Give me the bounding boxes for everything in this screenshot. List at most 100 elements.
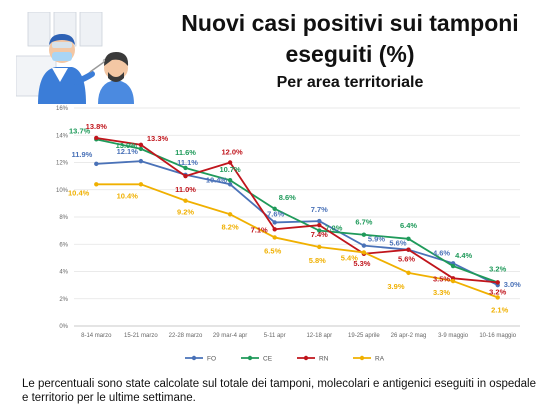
x-tick-label: 26 apr-2 mag [391,333,427,339]
line-chart: 0% 2% 4% 6% 8% 10% 12% 14% 16% 8-14 marzo 15-21 m… [56,106,521,362]
data-point-fo [227,182,233,187]
data-point-rn [495,280,500,285]
legend-marker [303,355,309,361]
data-label-rn: 5.6% [398,255,415,264]
data-point-ra [272,235,277,240]
data-point-fo [94,161,99,167]
data-point-ce [227,178,233,183]
y-axis: 0% 2% 4% 6% 8% 10% 12% 14% 16% [56,106,69,330]
data-label-fo: 4.6% [433,248,450,257]
data-point-ce [138,146,144,152]
x-tick-label: 15-21 marzo [124,333,158,339]
x-tick-label: 10-16 maggio [479,333,516,339]
data-label-ra: 8.2% [222,222,239,231]
data-label-rn: 7.1% [251,225,268,234]
data-label-fo: 7.7% [311,205,328,214]
data-point-rn [138,142,144,147]
data-point-ra [138,182,144,187]
data-point-ra [361,250,367,255]
legend-marker [191,355,197,361]
data-point-ra [227,212,233,217]
data-label-ra: 10.4% [68,188,90,197]
data-label-rn: 13.3% [147,134,169,143]
data-label-rn: 13.8% [86,122,108,131]
data-point-ce [183,165,188,171]
data-label-ce: 8.6% [279,193,296,202]
legend-marker [247,355,253,361]
data-label-ra: 2.1% [491,305,508,314]
data-label-rn: 3.2% [489,287,506,296]
legend-item-fo: FO [185,355,216,362]
data-label-ce: 13.7% [69,126,91,135]
data-label-fo: 11.1% [177,158,198,167]
data-point-ce [406,236,411,241]
series-line-fo [96,160,499,286]
data-point-ra [406,270,411,276]
y-tick-label: 0% [59,324,68,330]
data-label-fo: 5.6% [389,239,406,248]
data-label-ce: 11.6% [175,148,196,157]
data-label-fo: 5.9% [368,235,385,244]
data-point-rn [94,135,99,141]
x-tick-label: 12-18 apr [306,333,332,339]
data-point-rn [272,227,277,232]
data-point-ce [272,206,277,212]
data-label-ra: 9.2% [177,208,194,217]
data-point-rn [227,160,233,165]
data-label-ra: 10.4% [117,191,139,200]
data-label-rn: 7.4% [311,230,328,239]
legend-label: RA [375,355,385,362]
legend-label: RN [319,355,329,362]
x-tick-label: 8-14 marzo [81,333,112,339]
data-point-rn [317,222,322,228]
y-tick-label: 16% [56,106,69,112]
data-point-ce [450,263,456,269]
data-label-ra: 5.8% [309,256,326,265]
y-tick-label: 2% [59,297,68,303]
series-ra [94,182,500,300]
data-point-ra [94,182,99,187]
y-tick-label: 4% [59,270,68,276]
data-label-rn: 5.3% [353,259,370,268]
series-line-rn [96,137,498,284]
data-label-ce: 7.0% [325,224,342,233]
grid-lines [74,107,520,327]
y-tick-label: 10% [56,188,69,194]
data-label-ra: 3.3% [433,288,450,297]
data-labels: 11.9% 12.1% 11.1% 10.4% 7.6% 7.7% 5.9% 5.6% 4.6%… [68,122,521,314]
legend-marker [359,355,365,361]
data-label-ce: 6.7% [355,218,372,227]
data-label-fo: 3.0% [504,280,521,289]
series-ce [94,137,500,285]
data-label-ce: 4.4% [455,251,472,260]
data-label-fo: 12.1% [117,147,139,156]
y-tick-label: 14% [56,133,69,139]
series-line-ce [96,138,499,284]
data-label-rn: 11.0% [175,185,196,194]
data-point-fo [272,220,277,225]
data-label-fo: 11.9% [71,150,92,159]
data-label-ra: 5.4% [341,253,358,262]
footnote: Le percentuali sono state calcolate sul … [22,378,536,404]
series-group [94,135,500,300]
x-tick-label: 3-9 maggio [438,333,469,339]
data-label-ce: 13.0% [116,141,138,150]
legend-item-ra: RA [353,355,385,362]
y-tick-label: 6% [59,242,68,248]
data-point-ra [317,244,322,250]
data-point-ce [317,228,322,233]
series-rn [94,135,500,285]
data-point-ra [450,278,456,284]
x-tick-label: 29 mar-4 apr [213,333,247,339]
x-axis: 8-14 marzo 15-21 marzo 22-28 marzo 29 mar-4… [74,325,520,339]
data-label-fo: 10.4% [206,175,228,184]
y-tick-label: 12% [56,161,69,167]
x-tick-label: 5-11 apr [264,333,286,339]
data-point-fo [138,158,144,164]
data-label-rn: 3.5% [433,274,450,283]
data-label-ce: 6.4% [400,221,417,230]
data-label-fo: 7.6% [267,209,284,218]
data-point-ra [183,198,188,203]
chart-subtitle: Per area territoriale [276,74,424,91]
series-fo [94,158,500,288]
